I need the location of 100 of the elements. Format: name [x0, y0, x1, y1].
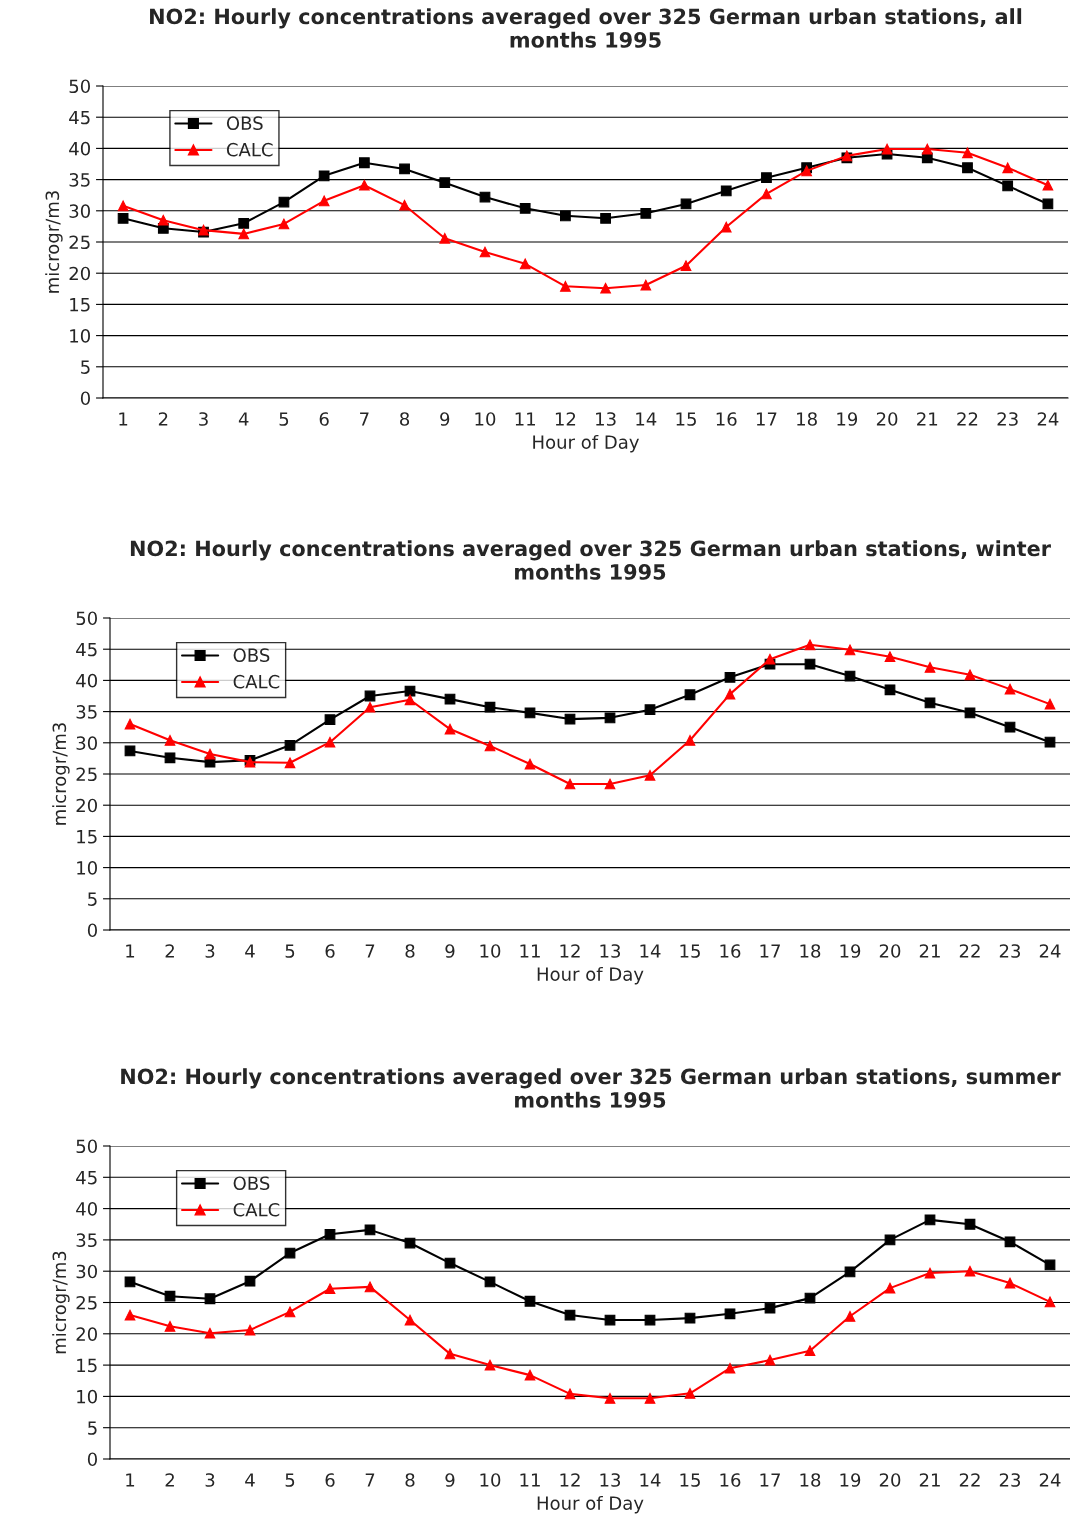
x-tick-label: 5 [285, 944, 295, 958]
y-tick-label: 20 [76, 1327, 97, 1341]
chart-title: NO2: Hourly concentrations averaged over 325 German urban stations, summer months 1995 [121, 1068, 1061, 1108]
y-tick-label: 5 [88, 892, 97, 906]
x-tick-label: 16 [720, 944, 741, 958]
x-tick-label: 4 [245, 944, 255, 958]
x-tick-label: 1 [126, 944, 135, 958]
x-tick-label: 17 [760, 1473, 780, 1487]
x-tick-label: 22 [959, 1473, 980, 1487]
x-tick-label: 18 [800, 1473, 821, 1487]
x-tick-label: 7 [365, 944, 375, 958]
x-tick-label: 22 [959, 944, 980, 958]
x-tick-label: 2 [158, 412, 168, 426]
x-tick-label: 19 [837, 412, 858, 426]
y-tick-label: 25 [69, 235, 90, 250]
y-tick-label: 25 [76, 1295, 97, 1310]
y-tick-label: 10 [77, 1389, 97, 1404]
y-tick-label: 45 [69, 110, 90, 125]
y-tick-label: 35 [76, 1233, 97, 1248]
x-tick-label: 5 [279, 412, 289, 426]
x-tick-label: 2 [165, 944, 174, 958]
x-tick-label: 3 [205, 1473, 215, 1487]
x-tick-label: 17 [756, 412, 777, 426]
x-tick-label: 21 [919, 944, 940, 958]
x-tick-label: 14 [640, 944, 661, 958]
legend-label: OBS [233, 648, 270, 663]
x-tick-label: 12 [560, 1473, 580, 1487]
y-tick-label: 50 [69, 79, 90, 94]
y-tick-label: 40 [69, 141, 90, 156]
x-tick-label: 8 [405, 1473, 415, 1487]
x-tick-label: 24 [1039, 944, 1061, 958]
x-tick-label: 3 [199, 412, 208, 426]
x-tick-label: 19 [840, 1473, 861, 1487]
x-tick-label: 22 [957, 412, 978, 426]
y-tick-label: 50 [76, 1139, 97, 1154]
x-tick-label: 7 [365, 1473, 375, 1487]
x-tick-label: 6 [325, 1473, 335, 1487]
x-tick-label: 8 [400, 412, 410, 426]
x-tick-label: 1 [119, 412, 128, 426]
x-tick-label: 15 [680, 944, 700, 958]
x-tick-label: 3 [205, 944, 215, 958]
y-tick-label: 40 [76, 1202, 97, 1216]
y-tick-label: 0 [87, 1452, 97, 1467]
y-tick-label: 15 [77, 1358, 97, 1373]
y-tick-label: 5 [88, 1421, 97, 1435]
x-tick-label: 23 [999, 1473, 1021, 1487]
x-tick-label: 24 [1037, 412, 1059, 426]
y-axis-title: microgr/m3 [52, 723, 70, 825]
x-axis-title: Hour of Day [533, 434, 639, 453]
y-tick-label: 20 [76, 798, 97, 813]
x-tick-label: 9 [445, 1473, 455, 1487]
legend-label: OBS [226, 116, 263, 131]
x-tick-label: 9 [440, 412, 450, 426]
y-tick-label: 50 [76, 611, 97, 626]
x-tick-label: 8 [405, 944, 415, 958]
x-tick-label: 17 [760, 944, 780, 958]
x-tick-label: 9 [445, 944, 455, 958]
y-tick-label: 0 [80, 391, 90, 406]
legend-label: CALC [233, 1202, 280, 1217]
chart-title: NO2: Hourly concentrations averaged over 325 German urban stations, all months 1995 [150, 8, 1022, 48]
y-axis-title: microgr/m3 [52, 1251, 70, 1354]
x-tick-label: 21 [919, 1473, 940, 1487]
x-tick-label: 6 [325, 944, 335, 958]
x-tick-label: 23 [999, 944, 1021, 958]
y-axis-title: microgr/m3 [45, 191, 63, 293]
x-tick-label: 18 [800, 944, 821, 958]
legend-label: OBS [233, 1176, 270, 1191]
x-tick-label: 24 [1039, 1473, 1061, 1487]
x-tick-label: 19 [840, 944, 861, 958]
x-tick-label: 16 [720, 1473, 741, 1487]
y-tick-label: 5 [81, 360, 90, 374]
x-tick-label: 4 [238, 412, 249, 426]
x-axis-title: Hour of Day [537, 1495, 644, 1514]
y-tick-label: 35 [76, 705, 97, 719]
y-tick-label: 45 [76, 642, 97, 657]
y-tick-label: 10 [70, 329, 90, 343]
x-tick-label: 12 [555, 412, 576, 426]
y-tick-label: 40 [76, 673, 97, 688]
x-tick-label: 10 [480, 944, 501, 958]
x-tick-label: 13 [596, 412, 616, 426]
x-tick-label: 18 [797, 412, 817, 426]
x-tick-label: 10 [475, 412, 496, 426]
y-tick-label: 0 [87, 923, 97, 938]
x-tick-label: 15 [680, 1473, 700, 1487]
x-tick-label: 13 [600, 1473, 621, 1487]
x-tick-label: 11 [520, 944, 540, 958]
y-tick-label: 45 [76, 1171, 97, 1185]
y-tick-label: 35 [69, 173, 90, 187]
x-tick-label: 21 [917, 412, 938, 426]
y-tick-label: 25 [76, 767, 97, 782]
legend-label: CALC [226, 142, 273, 157]
x-tick-label: 5 [285, 1473, 295, 1487]
x-tick-label: 20 [876, 412, 898, 426]
x-tick-label: 14 [640, 1473, 661, 1487]
y-tick-label: 15 [77, 830, 97, 844]
x-tick-label: 1 [126, 1473, 135, 1487]
x-axis-title: Hour of Day [537, 966, 644, 985]
chart-title: NO2: Hourly concentrations averaged over 325 German urban stations, winter months 1995 [130, 540, 1051, 580]
y-tick-label: 10 [77, 861, 97, 875]
x-tick-label: 12 [560, 944, 580, 958]
